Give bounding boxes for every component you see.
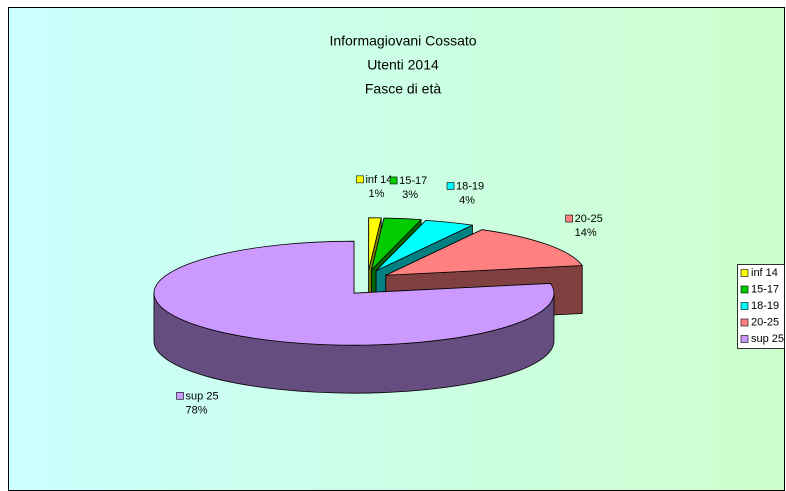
slice xyxy=(368,217,382,271)
data-label: 4% xyxy=(459,194,475,206)
data-label-name: inf 14 xyxy=(365,174,392,186)
data-label-name: 20-25 xyxy=(575,213,603,225)
data-label: 1% xyxy=(368,188,384,200)
legend-label: inf 14 xyxy=(751,267,778,279)
label-swatch xyxy=(565,214,573,223)
slice xyxy=(385,229,583,276)
legend-swatch xyxy=(740,285,749,294)
data-label-name: 15-17 xyxy=(399,175,427,187)
legend-label: 18-19 xyxy=(751,300,779,312)
slice xyxy=(371,217,422,271)
label-swatch xyxy=(176,392,184,400)
data-label: 78% xyxy=(186,404,208,416)
data-label-name: sup 25 xyxy=(186,390,219,402)
legend-swatch xyxy=(740,302,749,310)
data-label: 14% xyxy=(575,227,597,239)
chart-title: Fasce di età xyxy=(365,81,441,97)
legend: inf 14 15-17 18-19 20-25 sup 25 xyxy=(737,264,785,349)
data-label: 3% xyxy=(402,189,418,201)
legend-swatch xyxy=(740,269,749,277)
legend-swatch xyxy=(740,335,749,343)
legend-label: 15-17 xyxy=(751,283,779,295)
slice xyxy=(153,240,555,346)
legend-label: sup 25 xyxy=(751,333,784,345)
slice xyxy=(375,219,473,272)
legend-label: 20-25 xyxy=(751,316,779,328)
chart-title: Informagiovani Cossato xyxy=(329,33,476,49)
label-swatch xyxy=(446,182,455,190)
label-swatch xyxy=(356,175,364,184)
slice-group xyxy=(153,240,555,394)
chart-title: Utenti 2014 xyxy=(367,57,439,73)
label-swatch xyxy=(389,176,398,185)
legend-swatch xyxy=(740,318,749,327)
data-label-name: 18-19 xyxy=(456,180,484,192)
